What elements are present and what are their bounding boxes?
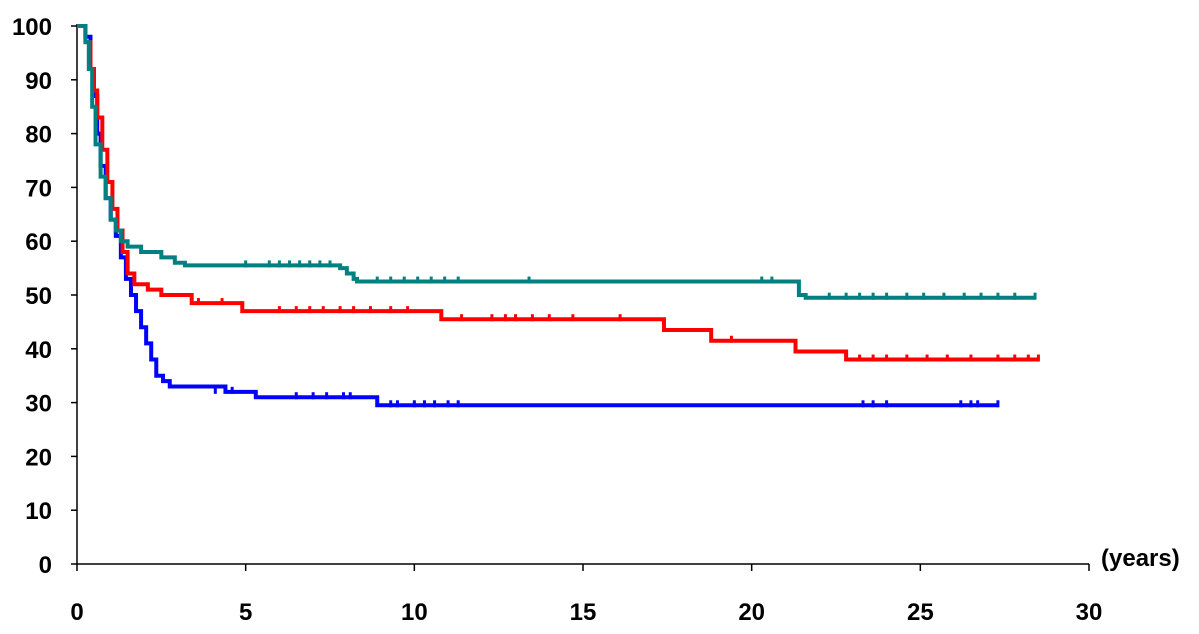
series-line-1	[77, 24, 998, 408]
axes: 0 10 20 30 40 50 60 70 80 90 100 0 5 10 15 20 25 30 (yea…	[12, 14, 1180, 626]
y-tick-label: 20	[25, 444, 52, 471]
x-tick-label: 20	[738, 599, 765, 626]
y-tick-label: 30	[25, 391, 52, 418]
y-tick-label: 100	[12, 14, 52, 41]
plot-area	[77, 24, 1040, 408]
x-tick-label: 25	[907, 599, 934, 626]
x-tick-label: 0	[70, 599, 83, 626]
y-tick-label: 70	[25, 175, 52, 202]
x-axis-label: (years)	[1101, 545, 1180, 572]
y-tick-label: 40	[25, 337, 52, 364]
series-line-3	[77, 24, 1036, 300]
x-tick-label: 15	[570, 599, 597, 626]
series-line-2	[77, 24, 1039, 362]
x-tick-label: 10	[401, 599, 428, 626]
y-tick-label: 0	[39, 552, 52, 579]
y-tick-label: 10	[25, 498, 52, 525]
x-axis-ticks: 0 5 10 15 20 25 30	[70, 564, 1102, 626]
x-tick-label: 5	[239, 599, 252, 626]
y-tick-label: 50	[25, 283, 52, 310]
y-tick-label: 90	[25, 68, 52, 95]
y-axis-ticks: 0 10 20 30 40 50 60 70 80 90 100	[12, 14, 77, 579]
y-tick-label: 60	[25, 229, 52, 256]
y-tick-label: 80	[25, 122, 52, 149]
x-tick-label: 30	[1076, 599, 1103, 626]
